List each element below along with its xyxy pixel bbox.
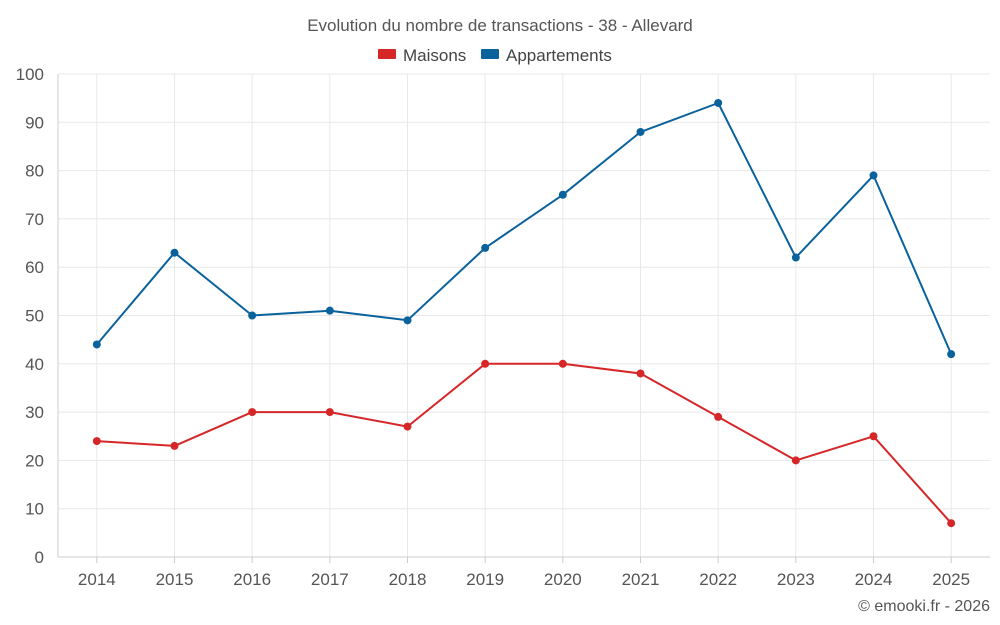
x-tick-label: 2019	[466, 570, 504, 589]
legend-swatch-appartements[interactable]	[481, 49, 499, 59]
data-point-maisons[interactable]	[92, 437, 101, 446]
data-point-appartements[interactable]	[869, 171, 878, 180]
y-tick-label: 70	[25, 210, 44, 229]
x-tick-label: 2021	[622, 570, 660, 589]
data-point-maisons[interactable]	[714, 412, 723, 421]
y-tick-label: 90	[25, 113, 44, 132]
data-point-maisons[interactable]	[947, 519, 956, 528]
data-point-maisons[interactable]	[636, 369, 645, 378]
data-point-maisons[interactable]	[869, 432, 878, 441]
axes: 0 10 20 30 40 50 60 70 80 90 100 2014 2015 2016 2017 20…	[16, 65, 990, 589]
x-tick-label: 2024	[855, 570, 893, 589]
y-tick-label: 20	[25, 451, 44, 470]
data-point-appartements[interactable]	[170, 248, 179, 257]
x-tick-label: 2014	[78, 570, 116, 589]
data-point-appartements[interactable]	[403, 316, 412, 325]
legend-label-appartements[interactable]: Appartements	[506, 46, 612, 65]
y-tick-label: 60	[25, 258, 44, 277]
data-point-appartements[interactable]	[481, 243, 490, 252]
x-tick-label: 2017	[311, 570, 349, 589]
x-tick-label: 2022	[699, 570, 737, 589]
data-point-maisons[interactable]	[403, 422, 412, 431]
series-appartements	[92, 98, 956, 359]
x-tick-label: 2023	[777, 570, 815, 589]
x-tick-label: 2016	[233, 570, 271, 589]
credit-text: © emooki.fr - 2026	[858, 598, 990, 615]
legend-label-maisons[interactable]: Maisons	[403, 46, 466, 65]
data-point-appartements[interactable]	[791, 253, 800, 262]
series	[92, 98, 956, 528]
data-point-maisons[interactable]	[325, 408, 334, 417]
legend-swatch-maisons[interactable]	[378, 49, 396, 59]
data-point-appartements[interactable]	[714, 98, 723, 107]
series-line-appartements	[96, 102, 953, 355]
data-point-appartements[interactable]	[248, 311, 257, 320]
x-tick-label: 2020	[544, 570, 582, 589]
gridlines	[58, 73, 990, 558]
data-point-appartements[interactable]	[947, 350, 956, 359]
data-point-appartements[interactable]	[92, 340, 101, 349]
data-point-maisons[interactable]	[481, 359, 490, 368]
data-point-maisons[interactable]	[791, 456, 800, 465]
x-tick-label: 2025	[932, 570, 970, 589]
y-tick-label: 10	[25, 500, 44, 519]
series-maisons	[92, 359, 956, 528]
y-tick-label: 100	[16, 65, 44, 84]
y-tick-label: 30	[25, 403, 44, 422]
data-point-appartements[interactable]	[558, 190, 567, 199]
y-tick-label: 40	[25, 355, 44, 374]
legend: Maisons Appartements	[378, 46, 612, 65]
data-point-maisons[interactable]	[248, 408, 257, 417]
x-tick-label: 2015	[156, 570, 194, 589]
y-tick-label: 0	[35, 548, 44, 567]
data-point-maisons[interactable]	[558, 359, 567, 368]
data-point-appartements[interactable]	[636, 127, 645, 136]
y-tick-label: 50	[25, 307, 44, 326]
chart-title: Evolution du nombre de transactions - 38…	[307, 16, 693, 35]
x-tick-label: 2018	[389, 570, 427, 589]
series-line-maisons	[96, 362, 952, 524]
data-point-appartements[interactable]	[325, 306, 334, 315]
y-tick-label: 80	[25, 162, 44, 181]
data-point-maisons[interactable]	[170, 441, 179, 450]
